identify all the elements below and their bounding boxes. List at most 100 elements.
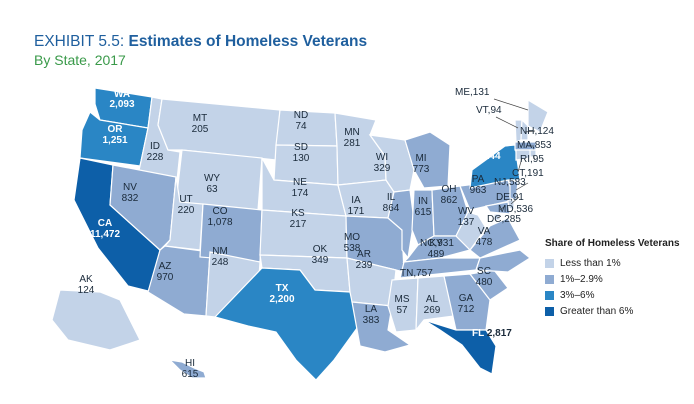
state-value-wy: 63 [206,184,218,195]
state-value-ca: 11,472 [90,229,120,240]
state-il [387,189,415,260]
state-label-nj: NJ,583 [494,177,526,188]
state-label-me: ME,131 [455,87,490,98]
leader-line [532,154,536,161]
state-abbr: VT [476,105,489,116]
state-label-wv: WV [458,206,474,217]
state-md [484,201,511,215]
state-label-al: AL [426,294,439,305]
state-label-hi: HI [185,358,195,369]
state-label-nm: NM [212,246,228,257]
state-ak [51,289,141,351]
leader-line [499,205,506,211]
state-label-in: IN [418,196,428,207]
state-label-nv: NV [123,182,137,193]
exhibit-number: EXHIBIT 5.5: [34,33,125,50]
state-label-or: OR [108,124,124,135]
state-label-ga: GA [459,293,474,304]
state-nc [475,249,532,273]
state-va [469,217,521,259]
legend-item: 1%–2.9% [545,271,680,287]
state-ms [387,277,419,333]
state-value: 95 [533,154,545,165]
state-value-mi: 773 [413,164,430,175]
state-label-sd: SD [294,142,308,153]
state-label-oh: OH [442,184,457,195]
label-separator: , [470,87,473,98]
state-abbr: NH [520,126,534,137]
state-value: 91 [513,192,525,203]
legend-label: Greater than 6% [560,305,634,317]
state-value-nm: 248 [212,257,229,268]
label-separator: , [434,238,437,249]
legend-swatch [545,258,554,268]
state-label-de: DE,91 [496,192,524,203]
state-value-pa: 963 [470,185,487,196]
state-value-in: 615 [415,207,432,218]
state-abbr: DC [487,214,501,225]
state-label-nd: ND [294,110,308,121]
label-separator: , [510,192,513,203]
state-value: 191 [527,168,544,179]
state-value-ut: 220 [178,205,195,216]
state-label-dc: DC,285 [487,214,521,225]
state-value-nd: 74 [295,121,307,132]
state-ga [443,273,491,331]
state-abbr: MA [517,140,532,151]
label-separator: , [514,204,517,215]
state-abbr: RI [520,154,530,165]
state-value-nv: 832 [122,193,139,204]
legend-item: 3%–6% [545,287,680,303]
state-value: 853 [535,140,552,151]
leader-line [515,182,529,191]
state-co [199,203,263,263]
state-value-ok: 349 [312,255,329,266]
label-separator: , [530,154,533,165]
legend-item: Greater than 6% [545,303,680,319]
label-separator: , [413,268,416,279]
state-value-sc: 480 [476,277,493,288]
state-value: 94 [490,105,502,116]
state-value-mt: 205 [192,124,209,135]
state-label-ca: CA [98,218,112,229]
state-label-sc: SC [477,266,491,277]
state-label-co: CO [213,206,228,217]
exhibit-main-title: Estimates of Homeless Veterans [128,33,368,50]
state-value: 931 [437,238,454,249]
state-value: 583 [509,177,526,188]
state-label-va: VA [478,226,491,237]
state-value-va: 478 [476,237,493,248]
state-value-ny: 1,244 [475,151,500,162]
state-value: 2,817 [487,328,512,339]
state-label-ar: AR [357,249,371,260]
state-value-ar: 239 [356,260,373,271]
state-abbr: TN [400,268,413,279]
leader-line [510,196,520,205]
state-label-ky: KY [429,238,443,249]
legend-label: Less than 1% [560,257,621,269]
state-label-vt: VT,94 [476,105,502,116]
state-label-ny: NY [481,140,495,151]
state-label-mi: MI [415,153,426,164]
state-value: 131 [473,87,490,98]
state-value-hi: 615 [182,369,199,380]
state-value: 124 [537,126,554,137]
state-value-mo: 538 [344,243,361,254]
state-value-ak: 124 [78,285,95,296]
state-value-id: 228 [147,152,164,163]
state-fl [423,319,497,375]
state-label-ak: AK [79,274,93,285]
state-value-ne: 174 [292,188,309,199]
label-separator: , [524,168,527,179]
state-value: 757 [416,268,433,279]
state-value-mn: 281 [344,138,361,149]
state-label-ma: MA,853 [517,140,552,151]
legend-item: Less than 1% [545,255,680,271]
state-label-ks: KS [291,208,305,219]
label-separator: , [488,105,491,116]
state-value-wv: 137 [458,217,475,228]
state-label-az: AZ [159,261,172,272]
state-label-la: LA [365,304,378,315]
state-value-ia: 171 [348,206,365,217]
